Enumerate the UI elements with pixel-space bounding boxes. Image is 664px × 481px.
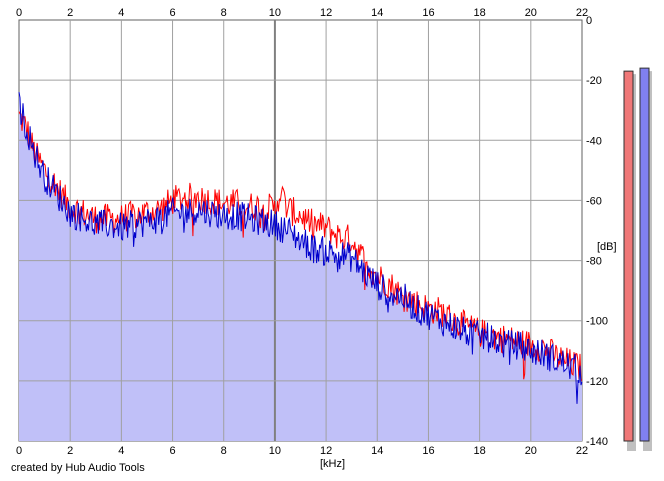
x-tick-label-bottom: 10 — [269, 445, 281, 457]
y-tick-label: -80 — [586, 256, 602, 268]
x-tick-label-bottom: 4 — [118, 445, 124, 457]
x-tick-label-bottom: 16 — [422, 445, 434, 457]
x-tick-label-top: 12 — [320, 7, 332, 19]
x-tick-label-bottom: 20 — [525, 445, 537, 457]
series-blue-trace — [18, 92, 583, 404]
x-tick-label-bottom: 14 — [371, 445, 383, 457]
y-tick-label: -140 — [586, 436, 608, 448]
x-tick-label-bottom: 2 — [67, 445, 73, 457]
y-tick-label: -100 — [586, 316, 608, 328]
x-tick-label-top: 18 — [474, 7, 486, 19]
x-tick-label-bottom: 0 — [16, 445, 22, 457]
y-tick-label: -20 — [586, 75, 602, 87]
x-tick-label-bottom: 12 — [320, 445, 332, 457]
level-meter-bar — [639, 67, 650, 442]
x-tick-label-top: 20 — [525, 7, 537, 19]
x-tick-label-top: 16 — [422, 7, 434, 19]
x-tick-label-top: 6 — [169, 7, 175, 19]
x-axis-unit-label: [kHz] — [320, 458, 345, 470]
y-tick-label: -40 — [586, 135, 602, 147]
level-meter-bar — [623, 70, 634, 442]
x-tick-label-bottom: 18 — [474, 445, 486, 457]
grid-layer — [19, 20, 582, 441]
x-tick-label-top: 0 — [16, 7, 22, 19]
credit-text: created by Hub Audio Tools — [11, 462, 145, 474]
x-tick-label-top: 14 — [371, 7, 383, 19]
y-tick-label: 0 — [586, 15, 592, 27]
series-layer — [18, 92, 583, 404]
spectrum-fill — [19, 92, 582, 441]
x-tick-label-bottom: 8 — [221, 445, 227, 457]
x-tick-label-bottom: 22 — [576, 445, 588, 457]
y-axis-unit-label: [dB] — [597, 241, 617, 253]
x-tick-label-top: 10 — [269, 7, 281, 19]
x-tick-label-top: 4 — [118, 7, 124, 19]
level-meters — [623, 67, 652, 451]
x-tick-label-top: 8 — [221, 7, 227, 19]
spectrum-fill-layer — [19, 92, 582, 441]
y-tick-label: -60 — [586, 195, 602, 207]
x-tick-label-top: 22 — [576, 7, 588, 19]
x-tick-label-bottom: 6 — [169, 445, 175, 457]
y-tick-label: -120 — [586, 376, 608, 388]
tick-layer: 002244668810101212141416161818202022220-… — [16, 7, 608, 457]
x-tick-label-top: 2 — [67, 7, 73, 19]
